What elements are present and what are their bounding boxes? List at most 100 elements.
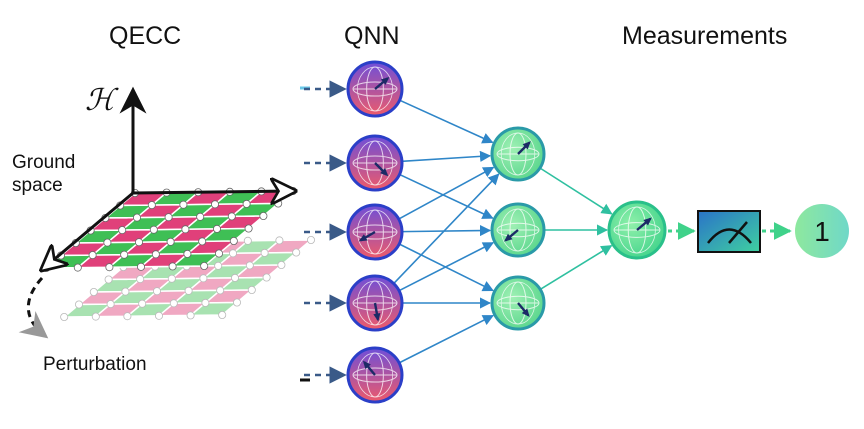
lattice-vertex (214, 249, 223, 258)
lattice-vertex (247, 285, 256, 294)
lattice-cell (230, 239, 282, 255)
title-measurements: Measurements (622, 22, 787, 50)
lattice-vertex (134, 238, 143, 247)
ground-space-label-line2: space (12, 175, 63, 196)
lattice-cell (203, 289, 254, 304)
lattice-vertex (229, 236, 238, 245)
lattice-vertex (179, 200, 188, 209)
hidden-node (490, 275, 546, 331)
lattice-vertex (196, 212, 205, 221)
ground-space-lattice (42, 186, 297, 272)
lattice-cell (188, 301, 240, 317)
lattice-vertex (199, 274, 208, 283)
lattice-vertex (104, 275, 113, 284)
lattice-vertex (89, 287, 98, 296)
lattice-vertex (154, 311, 163, 320)
bloch-sphere-icon (352, 209, 398, 255)
lattice-vertex (228, 249, 237, 258)
lattice-vertex (123, 312, 132, 321)
lattice-vertex (121, 287, 130, 296)
lattice-vertex (200, 261, 209, 270)
lattice-cell (216, 252, 267, 267)
hidden-node (490, 126, 546, 182)
lattice-x-axis-arrow (132, 191, 292, 193)
lattice-vertex (260, 248, 269, 257)
lattice-vertex (262, 273, 271, 282)
lattice-vertex (198, 237, 207, 246)
lattice-vertex (168, 262, 177, 271)
lattice-vertex (275, 236, 284, 245)
lattice-vertex (169, 299, 178, 308)
lattice-vertex (136, 275, 145, 284)
lattice-vertex (245, 261, 254, 270)
lattice-vertex (306, 235, 315, 244)
lattice-vertex (232, 298, 241, 307)
lattice-vertex (103, 238, 112, 247)
network-edge (393, 173, 500, 285)
lattice-cell (201, 264, 252, 280)
lattice-cell (91, 278, 143, 293)
state-vector-arrowhead (643, 217, 652, 226)
lattice-vertex (244, 224, 253, 233)
lattice-cell (232, 264, 284, 279)
lattice-vertex (166, 237, 175, 246)
lattice-cell (186, 277, 238, 292)
lattice-vertex (214, 261, 223, 270)
lattice-cell (156, 302, 208, 317)
lattice-cell (247, 251, 299, 267)
lattice-cell (140, 290, 191, 305)
input-dashed-arrows (304, 80, 347, 384)
network-edge (399, 173, 494, 219)
lattice-vertex (277, 260, 286, 269)
lattice-vertex (88, 251, 97, 260)
lattice-vertex (210, 200, 219, 209)
state-vector-arrowhead (362, 360, 371, 370)
input-node (346, 60, 404, 118)
result-value: 1 (814, 216, 830, 247)
hilbert-space-symbol: ℋ (85, 83, 119, 118)
hidden-node (490, 202, 546, 258)
state-vector-arrowhead (504, 233, 513, 242)
lattice-cell (108, 290, 160, 305)
lattice-vertex (75, 300, 84, 309)
lattice-vertex (60, 312, 69, 321)
lattice-vertex (132, 213, 141, 222)
lattice-vertex (242, 199, 251, 208)
lattice-vertex (106, 300, 115, 309)
input-node (346, 346, 404, 404)
lattice-vertex (183, 249, 192, 258)
lattice-vertex (91, 312, 100, 321)
qecc-lattice (42, 186, 315, 321)
lattice-vertex (227, 212, 236, 221)
input-node (346, 203, 404, 261)
qnn-connections (393, 99, 613, 364)
lattice-vertex (212, 224, 221, 233)
lattice-vertex (151, 250, 160, 259)
lattice-vertex (147, 201, 156, 210)
state-vector-arrowhead (373, 312, 381, 322)
lattice-cell (93, 302, 145, 318)
bloch-sphere-icon (352, 140, 398, 186)
lattice-cell (125, 302, 176, 317)
state-vector-arrowhead (380, 168, 389, 177)
bloch-sphere-icon (496, 132, 540, 176)
lattice-vertex (105, 263, 114, 272)
lattice-vertex (152, 287, 161, 296)
lattice-cell (76, 290, 128, 306)
measurement-meter-icon (697, 210, 761, 253)
network-edge (398, 166, 495, 220)
state-vector-arrowhead (358, 234, 368, 242)
lattice-cell (62, 303, 113, 318)
lattice-vertex (181, 225, 190, 234)
network-edge (398, 242, 495, 292)
lattice-vertex (259, 211, 268, 220)
lattice-vertex (138, 299, 147, 308)
lattice-cell (218, 276, 269, 292)
lattice-vertex (201, 298, 210, 307)
state-vector-arrowhead (521, 308, 530, 317)
result-node (795, 204, 849, 258)
lattice-cell (171, 289, 223, 305)
ground-space-label-line1: Ground (12, 152, 75, 173)
lattice-vertex (184, 286, 193, 295)
